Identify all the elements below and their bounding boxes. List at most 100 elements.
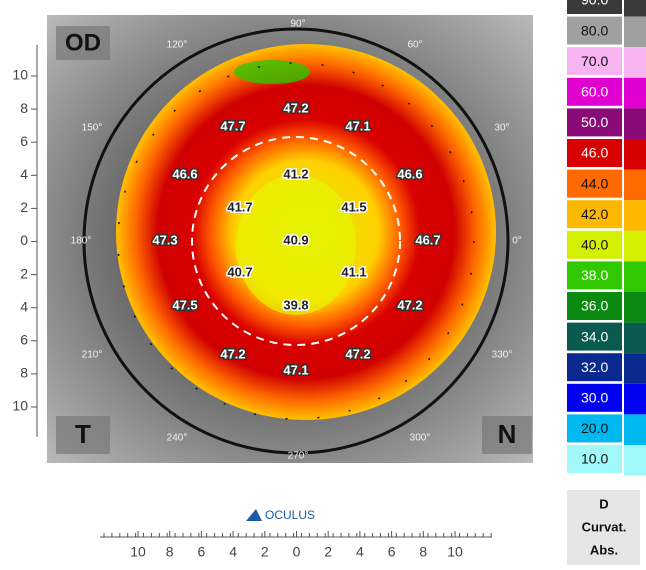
scale-cell — [567, 322, 622, 351]
reading: 47.2 — [283, 100, 308, 115]
corner-label: T — [75, 419, 91, 449]
reading: 41.1 — [341, 264, 366, 279]
scale-label: 50.0 — [581, 114, 608, 130]
reading: 46.7 — [415, 232, 440, 247]
map-center — [236, 175, 356, 315]
scale-strip — [624, 139, 646, 170]
scale-strip — [624, 322, 646, 354]
reading: 46.6 — [172, 166, 197, 181]
reading: 39.8 — [283, 297, 308, 312]
scale-label: 20.0 — [581, 420, 608, 436]
scale-strip — [624, 169, 646, 201]
scale-label: 38.0 — [581, 267, 608, 283]
scale-cell — [567, 261, 622, 290]
reading: 40.7 — [227, 264, 252, 279]
scale-strip — [624, 414, 646, 445]
scale-strip — [624, 230, 646, 262]
axis-label: 0 — [20, 232, 28, 248]
scale-label: 32.0 — [581, 359, 608, 375]
scale-cell — [567, 169, 622, 198]
reading: 47.5 — [172, 297, 197, 312]
axis-label: 4 — [229, 544, 237, 560]
scale-label: 44.0 — [581, 175, 608, 191]
angle-label: 120° — [167, 40, 188, 51]
axis-label: 4 — [20, 298, 28, 314]
reading: 41.7 — [227, 199, 252, 214]
scale-strip — [624, 261, 646, 292]
reading: 47.2 — [220, 346, 245, 361]
scale-label: 40.0 — [581, 237, 608, 253]
axis-label: 4 — [20, 166, 28, 182]
scale-strip — [624, 292, 646, 323]
scale-label: 36.0 — [581, 298, 608, 314]
scale-cell — [567, 230, 622, 259]
angle-label: 240° — [167, 433, 188, 444]
angle-label: 330° — [492, 350, 513, 361]
reading: 47.1 — [345, 118, 370, 133]
logo-text: OCULUS — [265, 508, 315, 522]
scale-cell — [567, 414, 622, 443]
reading: 47.2 — [397, 297, 422, 312]
scale-label: 60.0 — [581, 84, 608, 100]
scale-cell — [567, 16, 622, 45]
axis-label: 10 — [130, 544, 146, 560]
scale-label: 46.0 — [581, 145, 608, 161]
scale-cell — [567, 445, 622, 473]
scale-label: 10.0 — [581, 451, 608, 467]
scale-strip — [624, 108, 646, 139]
angle-label: 60° — [407, 40, 422, 51]
corner-box — [56, 26, 110, 60]
scale-label: 90.0 — [581, 0, 608, 8]
scale-strip — [624, 200, 646, 231]
axis-label: 10 — [12, 398, 28, 414]
map-patch — [234, 60, 310, 84]
reading: 47.7 — [220, 118, 245, 133]
axis-label: 4 — [356, 544, 364, 560]
corner-box — [56, 416, 110, 454]
scale-label: 34.0 — [581, 328, 608, 344]
angle-label: 30° — [494, 123, 509, 134]
axis-label: 8 — [20, 365, 28, 381]
zone-circle — [191, 136, 401, 346]
scale-strip — [624, 77, 646, 109]
reading: 41.2 — [283, 166, 308, 181]
reading: 47.3 — [152, 232, 177, 247]
eye-label: OD — [65, 29, 101, 56]
scale-cell — [567, 108, 622, 137]
axis-label: 6 — [20, 332, 28, 348]
axis-label: 2 — [20, 199, 28, 215]
unit-label: D — [599, 496, 608, 511]
scale-cell — [567, 0, 622, 14]
reading: 40.9 — [283, 232, 308, 247]
angle-label: 270° — [288, 451, 309, 462]
scale-strip — [624, 47, 646, 78]
axis-label: 10 — [447, 544, 463, 560]
logo: OCULUS — [246, 508, 315, 522]
scale-strip — [624, 353, 646, 384]
tick-dots — [117, 62, 475, 420]
unit-box — [567, 490, 640, 565]
scale-label: 70.0 — [581, 53, 608, 69]
axis-label: 8 — [20, 100, 28, 116]
outer-ring — [82, 27, 510, 455]
scale-cell — [567, 77, 622, 106]
reading: 47.1 — [283, 362, 308, 377]
axis-label: 8 — [166, 544, 174, 560]
angle-label: 150° — [82, 123, 103, 134]
scale-cell — [567, 353, 622, 382]
scale-cell — [567, 47, 622, 76]
axis-label: 10 — [12, 67, 28, 83]
angle-label: 90° — [290, 19, 305, 30]
axis-label: 2 — [261, 544, 269, 560]
axis-label: 8 — [419, 544, 427, 560]
corner-label: N — [498, 419, 517, 449]
scale-cell — [567, 200, 622, 229]
scale-cell — [567, 139, 622, 167]
angle-label: 210° — [82, 350, 103, 361]
scale-strip — [624, 16, 646, 48]
scale-label: 42.0 — [581, 206, 608, 222]
scale-strip — [624, 383, 646, 415]
scale-label: 80.0 — [581, 22, 608, 38]
angle-label: 180° — [71, 236, 92, 247]
